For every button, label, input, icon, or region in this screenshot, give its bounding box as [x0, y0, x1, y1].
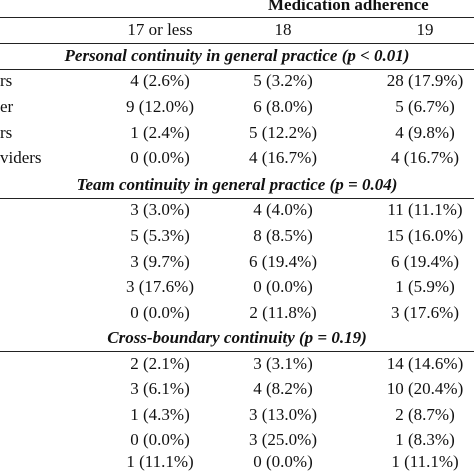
- table-row: rs 1 (2.4%) 5 (12.2%) 4 (9.8%): [0, 123, 474, 149]
- cell-18: 4 (4.0%): [253, 200, 313, 219]
- cell-18: 6 (8.0%): [253, 97, 313, 116]
- table-row: rs 4 (2.6%) 5 (3.2%) 28 (17.9%): [0, 71, 474, 97]
- cell-19: 6 (19.4%): [391, 252, 459, 271]
- cell-17-or-less: 3 (3.0%): [130, 200, 190, 219]
- row-label: rs: [0, 71, 13, 90]
- medication-adherence-title: Medication adherence: [268, 0, 429, 14]
- cell-18: 3 (25.0%): [249, 430, 317, 449]
- cell-17-or-less: 4 (2.6%): [130, 71, 190, 90]
- table-row: 1 (4.3%) 3 (13.0%) 2 (8.7%): [0, 405, 474, 431]
- row-label: rs: [0, 123, 13, 142]
- table-row: 3 (17.6%) 0 (0.0%) 1 (5.9%): [0, 277, 474, 303]
- cell-17-or-less: 0 (0.0%): [130, 430, 190, 449]
- column-header-18: 18: [274, 20, 292, 39]
- table-row: 3 (9.7%) 6 (19.4%) 6 (19.4%): [0, 252, 474, 278]
- cell-17-or-less: 3 (6.1%): [130, 379, 190, 398]
- cell-19: 14 (14.6%): [386, 354, 464, 373]
- cell-18: 0 (0.0%): [253, 277, 313, 296]
- cell-19: 28 (17.9%): [386, 71, 464, 90]
- header-rule: [0, 17, 474, 18]
- cell-17-or-less: 0 (0.0%): [130, 303, 190, 322]
- cell-19: 15 (16.0%): [386, 226, 464, 245]
- cell-18: 5 (12.2%): [249, 123, 317, 142]
- cell-19: 1 (8.3%): [395, 430, 455, 449]
- cell-17-or-less: 9 (12.0%): [126, 97, 194, 116]
- cell-19: 4 (16.7%): [391, 148, 459, 167]
- cell-17-or-less: 2 (2.1%): [130, 354, 190, 373]
- section-rule: [0, 69, 474, 70]
- cell-17-or-less: 5 (5.3%): [130, 226, 190, 245]
- column-header-19: 19: [416, 20, 434, 39]
- cell-17-or-less: 0 (0.0%): [130, 148, 190, 167]
- column-header-17-or-less: 17 or less: [127, 20, 193, 39]
- cell-19: 1 (11.1%): [391, 452, 459, 471]
- table-row: 3 (3.0%) 4 (4.0%) 11 (11.1%): [0, 200, 474, 226]
- cell-17-or-less: 3 (17.6%): [126, 277, 194, 296]
- cell-18: 8 (8.5%): [253, 226, 313, 245]
- section-title-cross-boundary-continuity: Cross-boundary continuity (p = 0.19): [107, 328, 367, 347]
- cell-17-or-less: 1 (11.1%): [126, 452, 194, 471]
- table-row: 1 (11.1%) 0 (0.0%) 1 (11.1%): [0, 452, 474, 474]
- cell-18: 3 (3.1%): [253, 354, 313, 373]
- section-rule: [0, 198, 474, 199]
- cell-19: 5 (6.7%): [395, 97, 455, 116]
- table-row: viders 0 (0.0%) 4 (16.7%) 4 (16.7%): [0, 148, 474, 174]
- cell-18: 3 (13.0%): [249, 405, 317, 424]
- cell-17-or-less: 3 (9.7%): [130, 252, 190, 271]
- row-label: viders: [0, 148, 42, 167]
- cell-19: 3 (17.6%): [391, 303, 459, 322]
- cell-19: 11 (11.1%): [387, 200, 463, 219]
- cell-18: 4 (16.7%): [249, 148, 317, 167]
- table-header-title: Medication adherence: [0, 0, 474, 17]
- cell-19: 4 (9.8%): [395, 123, 455, 142]
- cell-17-or-less: 1 (4.3%): [130, 405, 190, 424]
- column-header-rule: [0, 43, 474, 44]
- cell-17-or-less: 1 (2.4%): [130, 123, 190, 142]
- cell-18: 2 (11.8%): [249, 303, 317, 322]
- cell-18: 5 (3.2%): [253, 71, 313, 90]
- section-rule: [0, 351, 474, 352]
- cell-19: 2 (8.7%): [395, 405, 455, 424]
- table-row: 3 (6.1%) 4 (8.2%) 10 (20.4%): [0, 379, 474, 405]
- cell-18: 0 (0.0%): [253, 452, 313, 471]
- table-row: 5 (5.3%) 8 (8.5%) 15 (16.0%): [0, 226, 474, 252]
- table-row: 2 (2.1%) 3 (3.1%) 14 (14.6%): [0, 354, 474, 380]
- cell-18: 6 (19.4%): [249, 252, 317, 271]
- table-row: er 9 (12.0%) 6 (8.0%) 5 (6.7%): [0, 97, 474, 123]
- section-title-team-continuity: Team continuity in general practice (p =…: [76, 175, 398, 194]
- table-row: 0 (0.0%) 3 (25.0%) 1 (8.3%): [0, 430, 474, 456]
- cell-19: 10 (20.4%): [386, 379, 464, 398]
- table-row: 0 (0.0%) 2 (11.8%) 3 (17.6%): [0, 303, 474, 329]
- row-label: er: [0, 97, 14, 116]
- cell-19: 1 (5.9%): [395, 277, 455, 296]
- cell-18: 4 (8.2%): [253, 379, 313, 398]
- section-title-personal-continuity: Personal continuity in general practice …: [64, 46, 410, 65]
